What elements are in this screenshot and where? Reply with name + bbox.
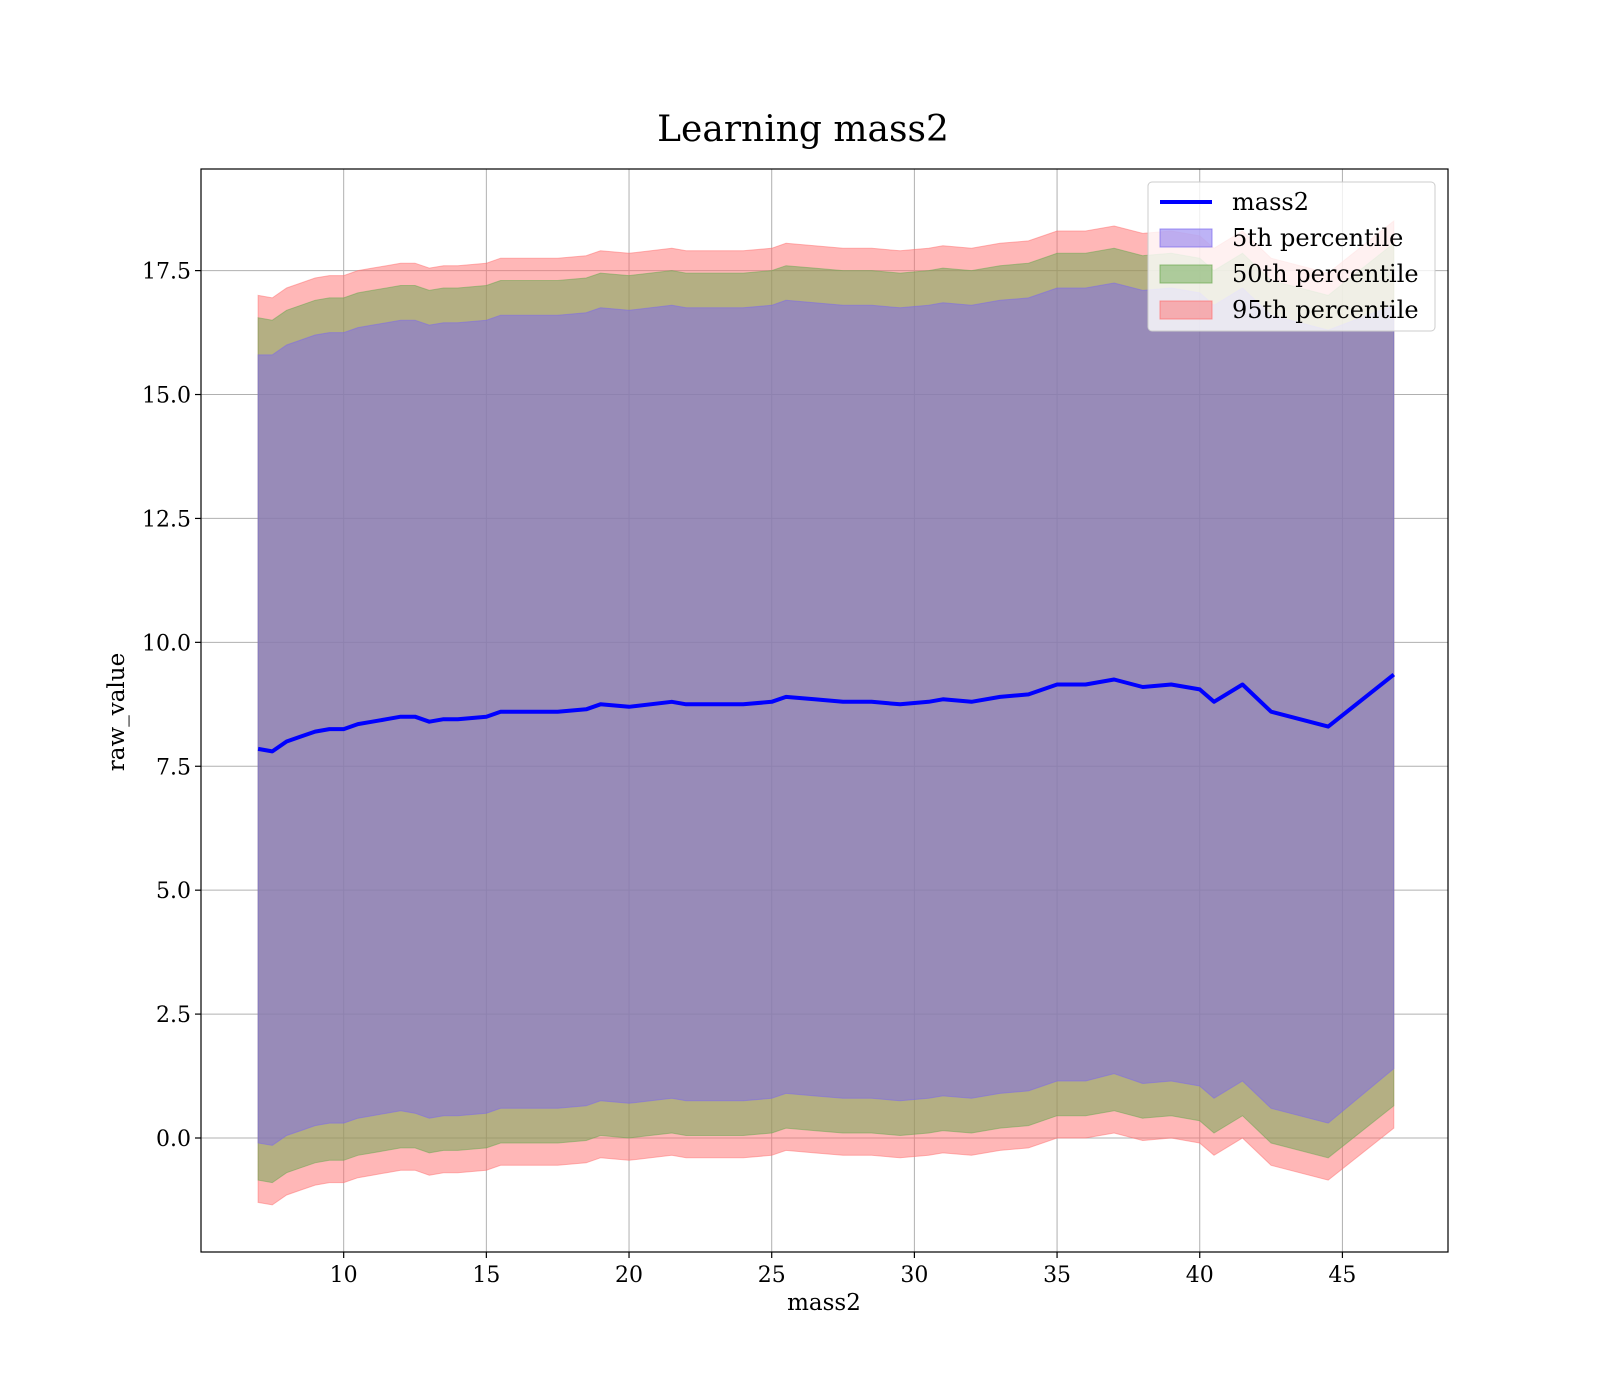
legend-swatch	[1159, 228, 1213, 248]
legend-item: 5th percentile	[1159, 224, 1403, 252]
y-tick-label: 10.0	[142, 631, 191, 656]
mass2-line	[257, 673, 1396, 754]
legend: mass2 5th percentile 50th percentile 95th p…	[1147, 181, 1436, 332]
x-tick-label: 40	[1186, 1263, 1214, 1288]
legend-label: 5th percentile	[1232, 224, 1403, 252]
legend-item: 50th percentile	[1159, 260, 1419, 288]
x-tick-label: 45	[1328, 1263, 1356, 1288]
y-axis-label: raw_value	[104, 653, 130, 771]
legend-item: 95th percentile	[1159, 296, 1419, 324]
x-tick-label: 30	[900, 1263, 928, 1288]
plot-frame	[200, 168, 1449, 1253]
band-5th-percentile	[257, 282, 1395, 1146]
y-tick-label: 2.5	[156, 1003, 191, 1028]
percentile-bands	[257, 219, 1395, 1206]
y-tick-label: 12.5	[142, 507, 191, 532]
x-tick-label: 25	[758, 1263, 786, 1288]
legend-label: 95th percentile	[1232, 296, 1419, 324]
y-tick-label: 7.5	[156, 755, 191, 780]
y-tick-label: 15.0	[142, 384, 191, 409]
x-axis-label: mass2	[787, 1290, 861, 1316]
y-tick-label: 0.0	[156, 1127, 191, 1152]
legend-box	[1147, 181, 1436, 332]
legend-swatch	[1159, 264, 1213, 284]
y-axis-ticks: 0.0 2.5 5.0 7.5 10.0 12.5 15.0 17.5	[142, 260, 201, 1152]
x-tick-label: 35	[1043, 1263, 1071, 1288]
x-axis-ticks: 10 15 20 25 30 35 40 45	[330, 1252, 1356, 1288]
chart-title: Learning mass2	[657, 109, 949, 150]
x-tick-label: 10	[330, 1263, 358, 1288]
legend-item: mass2	[1160, 188, 1309, 216]
y-tick-label: 17.5	[142, 260, 191, 285]
legend-label: 50th percentile	[1232, 260, 1419, 288]
mean-line-layer	[257, 673, 1396, 754]
legend-label: mass2	[1232, 188, 1309, 216]
x-tick-label: 15	[472, 1263, 500, 1288]
x-tick-label: 20	[615, 1263, 643, 1288]
legend-swatch	[1159, 300, 1213, 320]
y-tick-label: 5.0	[156, 879, 191, 904]
